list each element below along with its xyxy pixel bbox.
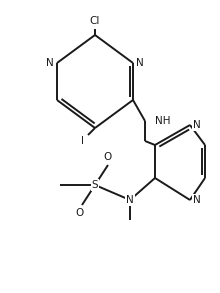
Text: N: N [136, 58, 144, 68]
Text: Cl: Cl [90, 16, 100, 26]
Text: O: O [76, 208, 84, 218]
Text: O: O [104, 152, 112, 162]
Text: I: I [81, 136, 84, 146]
Text: N: N [46, 58, 54, 68]
Text: N: N [126, 195, 134, 205]
Text: S: S [92, 180, 98, 190]
Text: N: N [193, 120, 201, 130]
Text: NH: NH [155, 116, 171, 126]
Text: N: N [193, 195, 201, 205]
